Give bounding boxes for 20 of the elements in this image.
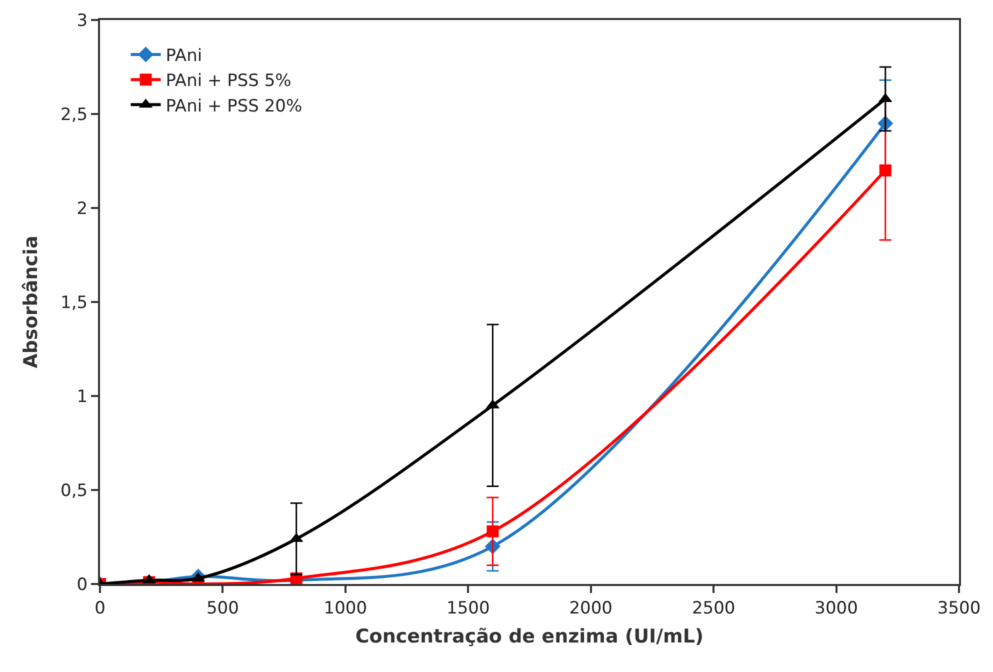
x-tick-label: 0 bbox=[94, 598, 106, 618]
y-tick-label: 2,5 bbox=[60, 104, 88, 125]
y-tick-label: 2 bbox=[76, 198, 88, 219]
x-tick-label: 3000 bbox=[814, 598, 858, 618]
x-tick-label: 1000 bbox=[324, 598, 368, 618]
legend-label: PAni + PSS 20% bbox=[166, 96, 302, 116]
x-tick-label: 2500 bbox=[692, 598, 736, 618]
x-tick-label: 1500 bbox=[446, 598, 490, 618]
x-axis-title: Concentração de enzima (UI/mL) bbox=[355, 626, 704, 648]
legend-label: PAni + PSS 5% bbox=[166, 71, 292, 92]
x-tick-label: 3500 bbox=[937, 598, 981, 618]
legend-label: PAni bbox=[166, 46, 202, 66]
y-tick-label: 0,5 bbox=[60, 480, 88, 501]
y-tick-label: 1 bbox=[76, 386, 88, 407]
y-axis-title: Absorbância bbox=[20, 236, 42, 368]
y-tick-label: 1,5 bbox=[60, 292, 88, 313]
x-tick-label: 500 bbox=[206, 598, 239, 618]
y-tick-label: 3 bbox=[76, 10, 88, 31]
x-tick-label: 2000 bbox=[569, 598, 612, 618]
y-tick-label: 0 bbox=[76, 574, 88, 595]
